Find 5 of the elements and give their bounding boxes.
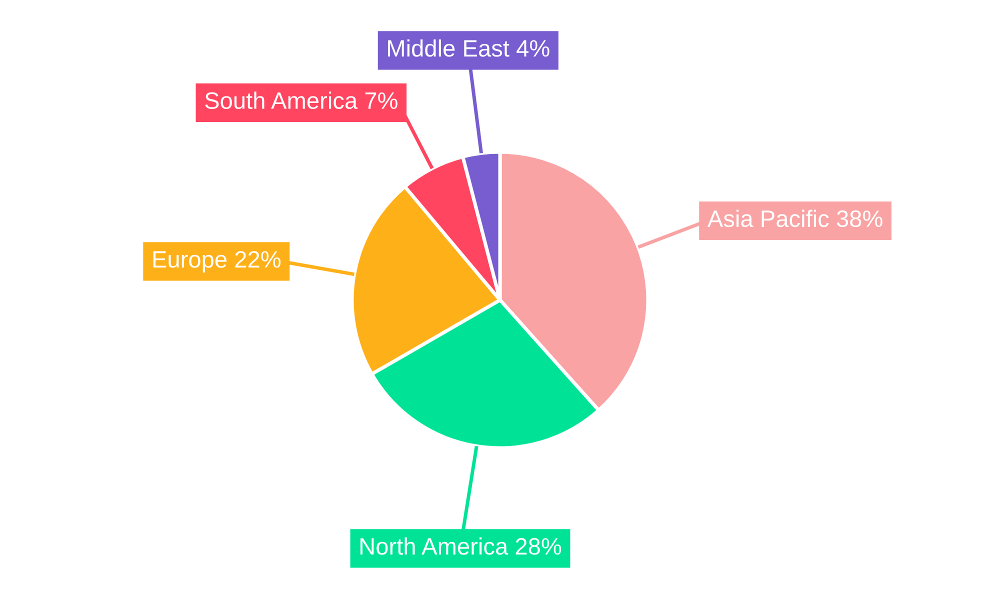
slice-label: North America 28%	[360, 537, 562, 555]
slice-label: South America 7%	[205, 92, 398, 110]
slice-label: Europe 22%	[153, 251, 281, 272]
slice-label: Asia Pacific 38%	[707, 210, 882, 228]
slice-label: Middle East 4%	[388, 39, 550, 57]
